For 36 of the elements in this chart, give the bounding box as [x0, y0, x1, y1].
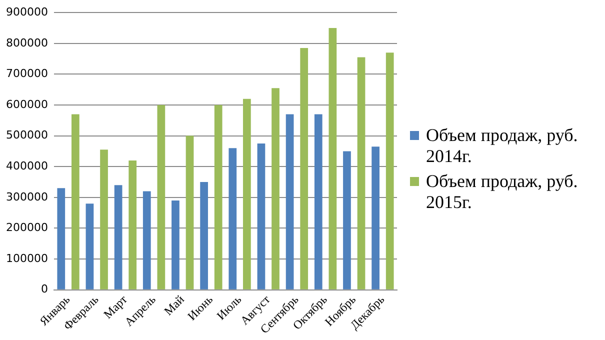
bar [200, 182, 208, 290]
bar [328, 28, 337, 290]
bar [314, 114, 322, 290]
bar [272, 88, 280, 290]
bar [157, 105, 166, 290]
y-tick-label: 100000 [6, 252, 48, 265]
bar [100, 150, 108, 290]
bar [343, 151, 351, 290]
bar [86, 204, 94, 290]
bar [172, 200, 180, 290]
y-tick-label: 500000 [6, 128, 48, 142]
bar [114, 185, 122, 290]
bar [186, 136, 194, 290]
y-tick-label: 0 [40, 282, 48, 296]
y-tick-label: 900000 [6, 5, 48, 18]
y-tick-label: 300000 [6, 190, 48, 204]
y-tick-label: 600000 [6, 98, 48, 111]
y-tick-label: 200000 [6, 221, 48, 234]
bar [228, 148, 237, 290]
bar [257, 144, 266, 290]
y-tick-label: 400000 [6, 159, 48, 172]
bar [372, 146, 380, 290]
legend-label: Объем продаж, руб. 2014г. [426, 125, 579, 167]
y-tick-label: 700000 [6, 67, 48, 80]
bar [214, 105, 222, 290]
y-tick-label: 800000 [6, 36, 48, 50]
bar [357, 57, 366, 290]
legend-label: Объем продаж, руб. 2015г. [426, 171, 579, 213]
bar [72, 114, 80, 290]
bar [142, 191, 151, 290]
bar [286, 114, 294, 290]
bar [243, 98, 251, 290]
bar [128, 160, 137, 290]
bar [386, 52, 394, 290]
bar [57, 188, 66, 290]
bar [300, 48, 308, 290]
